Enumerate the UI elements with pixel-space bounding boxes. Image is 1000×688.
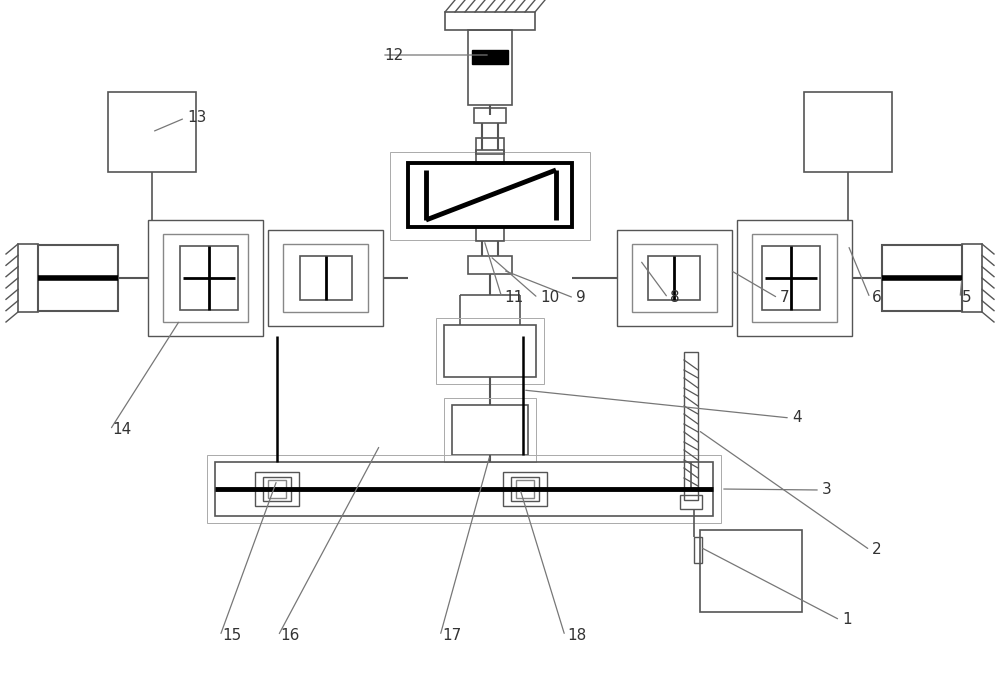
Text: 18: 18 (567, 629, 586, 643)
Bar (215, 462, 713, 516)
Bar (680, 495, 702, 509)
Bar (390, 152, 590, 240)
Bar (207, 455, 721, 523)
Bar (452, 405, 528, 455)
Bar (737, 220, 852, 336)
Bar (762, 246, 820, 310)
Bar (882, 245, 962, 311)
Bar (648, 256, 700, 300)
Bar (476, 138, 504, 154)
Bar (108, 92, 196, 172)
Bar (180, 246, 238, 310)
Bar (752, 234, 837, 322)
Bar (700, 530, 802, 612)
Bar (268, 480, 286, 498)
Text: 11: 11 (504, 290, 523, 305)
Text: 13: 13 (187, 111, 206, 125)
Bar (148, 220, 263, 336)
Bar (474, 108, 506, 123)
Bar (684, 352, 698, 500)
Bar (436, 318, 544, 384)
Bar (468, 256, 512, 274)
Text: 8: 8 (670, 290, 680, 305)
Bar (163, 234, 248, 322)
Text: 15: 15 (222, 629, 241, 643)
Text: 9: 9 (576, 290, 586, 305)
Bar (255, 472, 299, 506)
Bar (962, 244, 982, 312)
Text: 6: 6 (872, 290, 882, 305)
Bar (694, 537, 702, 563)
Bar (263, 477, 291, 501)
Text: 4: 4 (792, 411, 802, 425)
Text: 3: 3 (822, 482, 832, 497)
Bar (516, 480, 534, 498)
Bar (444, 325, 536, 377)
Bar (476, 227, 504, 241)
Bar (468, 30, 512, 105)
Bar (408, 163, 572, 227)
Text: 7: 7 (780, 290, 790, 305)
Text: 16: 16 (280, 629, 299, 643)
Text: 12: 12 (384, 47, 403, 63)
Bar (503, 472, 547, 506)
Text: 10: 10 (540, 290, 559, 305)
Bar (617, 230, 732, 326)
Bar (511, 477, 539, 501)
Bar (444, 398, 536, 462)
Bar (632, 244, 717, 312)
Text: 14: 14 (112, 422, 131, 438)
Bar (445, 12, 535, 30)
Bar (38, 245, 118, 311)
Text: 1: 1 (842, 612, 852, 627)
Bar (283, 244, 368, 312)
Bar (268, 230, 383, 326)
Bar (472, 50, 508, 64)
Bar (18, 244, 38, 312)
Text: 17: 17 (442, 629, 461, 643)
Bar (804, 92, 892, 172)
Bar (476, 150, 504, 164)
Text: 2: 2 (872, 543, 882, 557)
Text: 5: 5 (962, 290, 972, 305)
Bar (300, 256, 352, 300)
